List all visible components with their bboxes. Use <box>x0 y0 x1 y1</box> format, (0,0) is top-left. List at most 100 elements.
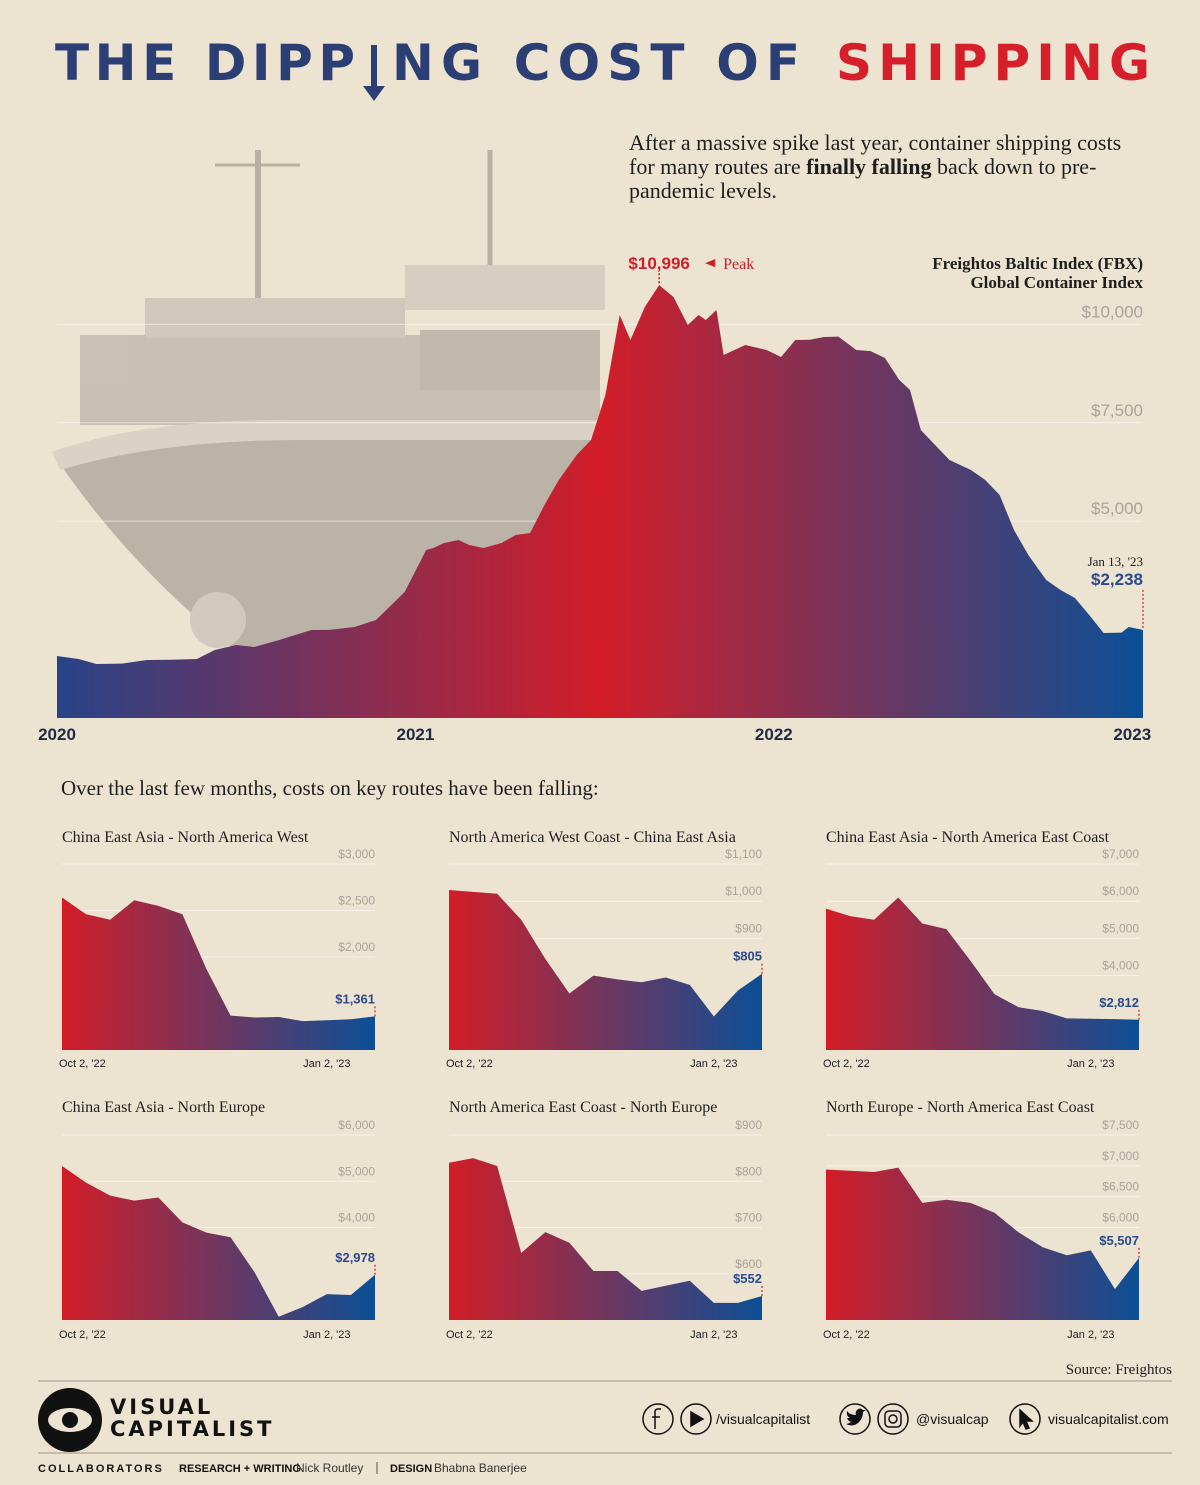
instagram-icon <box>877 1403 909 1435</box>
facebook-glyph <box>652 1408 661 1429</box>
bridge <box>405 265 605 310</box>
x-tick-label: 2022 <box>755 725 793 744</box>
x-tick-label: Jan 2, '23 <box>690 1058 737 1070</box>
chart-title: China East Asia - North America East Coa… <box>826 829 1110 846</box>
credit-name: Nick Routley <box>296 1461 363 1475</box>
chart-title: North America West Coast - China East As… <box>449 829 736 846</box>
y-tick-label: $1,000 <box>725 884 762 898</box>
y-tick-label: $600 <box>735 1257 762 1271</box>
y-tick-label: $5,000 <box>1102 921 1139 935</box>
x-tick-label: Oct 2, '22 <box>59 1329 106 1341</box>
x-tick-label: Oct 2, '22 <box>823 1058 870 1070</box>
y-tick-label: $5,000 <box>1091 499 1143 518</box>
area <box>62 1165 375 1320</box>
y-tick-label: $7,000 <box>1102 1149 1139 1163</box>
social-handle: /visualcapitalist <box>716 1411 810 1427</box>
x-tick-label: Jan 2, '23 <box>1067 1329 1114 1341</box>
containers <box>145 298 405 338</box>
value-label: $2,812 <box>1099 995 1139 1010</box>
credit-name: Bhabna Banerjee <box>434 1461 527 1475</box>
section-heading: Over the last few months, costs on key r… <box>61 776 599 800</box>
credit-role: DESIGN <box>390 1463 432 1475</box>
youtube-glyph <box>690 1410 705 1428</box>
y-tick-label: $6,000 <box>1102 1211 1139 1225</box>
twitter-glyph <box>846 1408 866 1426</box>
brand-name: CAPITALIST <box>110 1417 274 1441</box>
chart-title: Freightos Baltic Index (FBX) <box>932 254 1143 273</box>
brand-logo <box>38 1388 102 1452</box>
twitter-icon <box>839 1403 871 1435</box>
facebook-icon <box>642 1403 674 1435</box>
x-tick-label: Oct 2, '22 <box>446 1329 493 1341</box>
y-tick-label: $800 <box>735 1164 762 1178</box>
youtube-icon <box>680 1403 712 1435</box>
intro-text: After a massive spike last year, contain… <box>629 131 1149 203</box>
y-tick-label: $6,000 <box>1102 884 1139 898</box>
annotation: Jan 13, '23 <box>1088 554 1143 569</box>
y-tick-label: $6,000 <box>338 1118 375 1132</box>
collaborators-label: COLLABORATORS <box>38 1463 164 1475</box>
y-tick-label: $6,500 <box>1102 1180 1139 1194</box>
x-tick-label: Jan 2, '23 <box>1067 1058 1114 1070</box>
x-tick-label: Oct 2, '22 <box>446 1058 493 1070</box>
x-tick-label: 2021 <box>397 725 435 744</box>
y-tick-label: $7,500 <box>1091 401 1143 420</box>
value-label: $2,238 <box>1091 570 1143 589</box>
deck-edge <box>52 419 600 470</box>
containers <box>420 330 600 390</box>
chart-title: North Europe - North America East Coast <box>826 1099 1095 1116</box>
social-handle: @visualcap <box>916 1411 989 1427</box>
x-tick-label: Oct 2, '22 <box>823 1329 870 1341</box>
value-label: $5,507 <box>1099 1233 1139 1248</box>
social-icons <box>642 1403 1041 1435</box>
chart-title: China East Asia - North America West <box>62 829 309 846</box>
area <box>449 890 762 1050</box>
intro-part: back down to pre-pandemic levels. <box>629 154 1097 203</box>
x-tick-label: 2023 <box>1113 725 1151 744</box>
area <box>57 285 1143 718</box>
annotation-pointer <box>705 259 716 268</box>
area <box>449 1158 762 1320</box>
chart-title: Global Container Index <box>970 273 1143 292</box>
value-label: $10,996 <box>628 254 689 273</box>
bulbous-bow <box>190 592 246 648</box>
x-tick-label: 2020 <box>38 725 76 744</box>
instagram-lens <box>888 1414 898 1424</box>
headline-part: NG COST OF <box>392 34 800 92</box>
logo-pupil <box>62 1412 78 1428</box>
y-tick-label: $700 <box>735 1211 762 1225</box>
intro-emphasis: finally falling <box>806 154 932 179</box>
x-tick-label: Jan 2, '23 <box>303 1329 350 1341</box>
intro-part: After a massive spike last year, contain… <box>629 130 1122 179</box>
x-tick-label: Oct 2, '22 <box>59 1058 106 1070</box>
y-tick-label: $7,000 <box>1102 847 1139 861</box>
value-label: $2,978 <box>335 1250 375 1265</box>
value-label: $552 <box>733 1271 762 1286</box>
brand-name: VISUAL <box>110 1395 213 1419</box>
source-note: Source: Freightos <box>1066 1362 1172 1378</box>
credit-role: RESEARCH + WRITING <box>179 1463 301 1475</box>
y-tick-label: $3,000 <box>338 847 375 861</box>
chart-title: North America East Coast - North Europe <box>449 1099 717 1116</box>
area <box>826 897 1139 1050</box>
instagram-glyph <box>884 1410 902 1428</box>
y-tick-label: $2,500 <box>338 894 375 908</box>
y-tick-label: $4,000 <box>1102 959 1139 973</box>
x-tick-label: Jan 2, '23 <box>690 1329 737 1341</box>
y-tick-label: $2,000 <box>338 940 375 954</box>
y-tick-label: $1,100 <box>725 847 762 861</box>
area <box>826 1167 1139 1320</box>
arrow-head <box>363 86 385 101</box>
y-tick-label: $7,500 <box>1102 1118 1139 1132</box>
value-label: $1,361 <box>335 991 375 1006</box>
website: visualcapitalist.com <box>1048 1411 1169 1427</box>
y-tick-label: $4,000 <box>338 1211 375 1225</box>
y-tick-label: $5,000 <box>338 1164 375 1178</box>
headline-arrow <box>363 45 385 101</box>
headline-highlight: SHIPPING <box>836 34 1150 92</box>
cursor-glyph <box>1019 1408 1034 1430</box>
area <box>62 897 375 1050</box>
